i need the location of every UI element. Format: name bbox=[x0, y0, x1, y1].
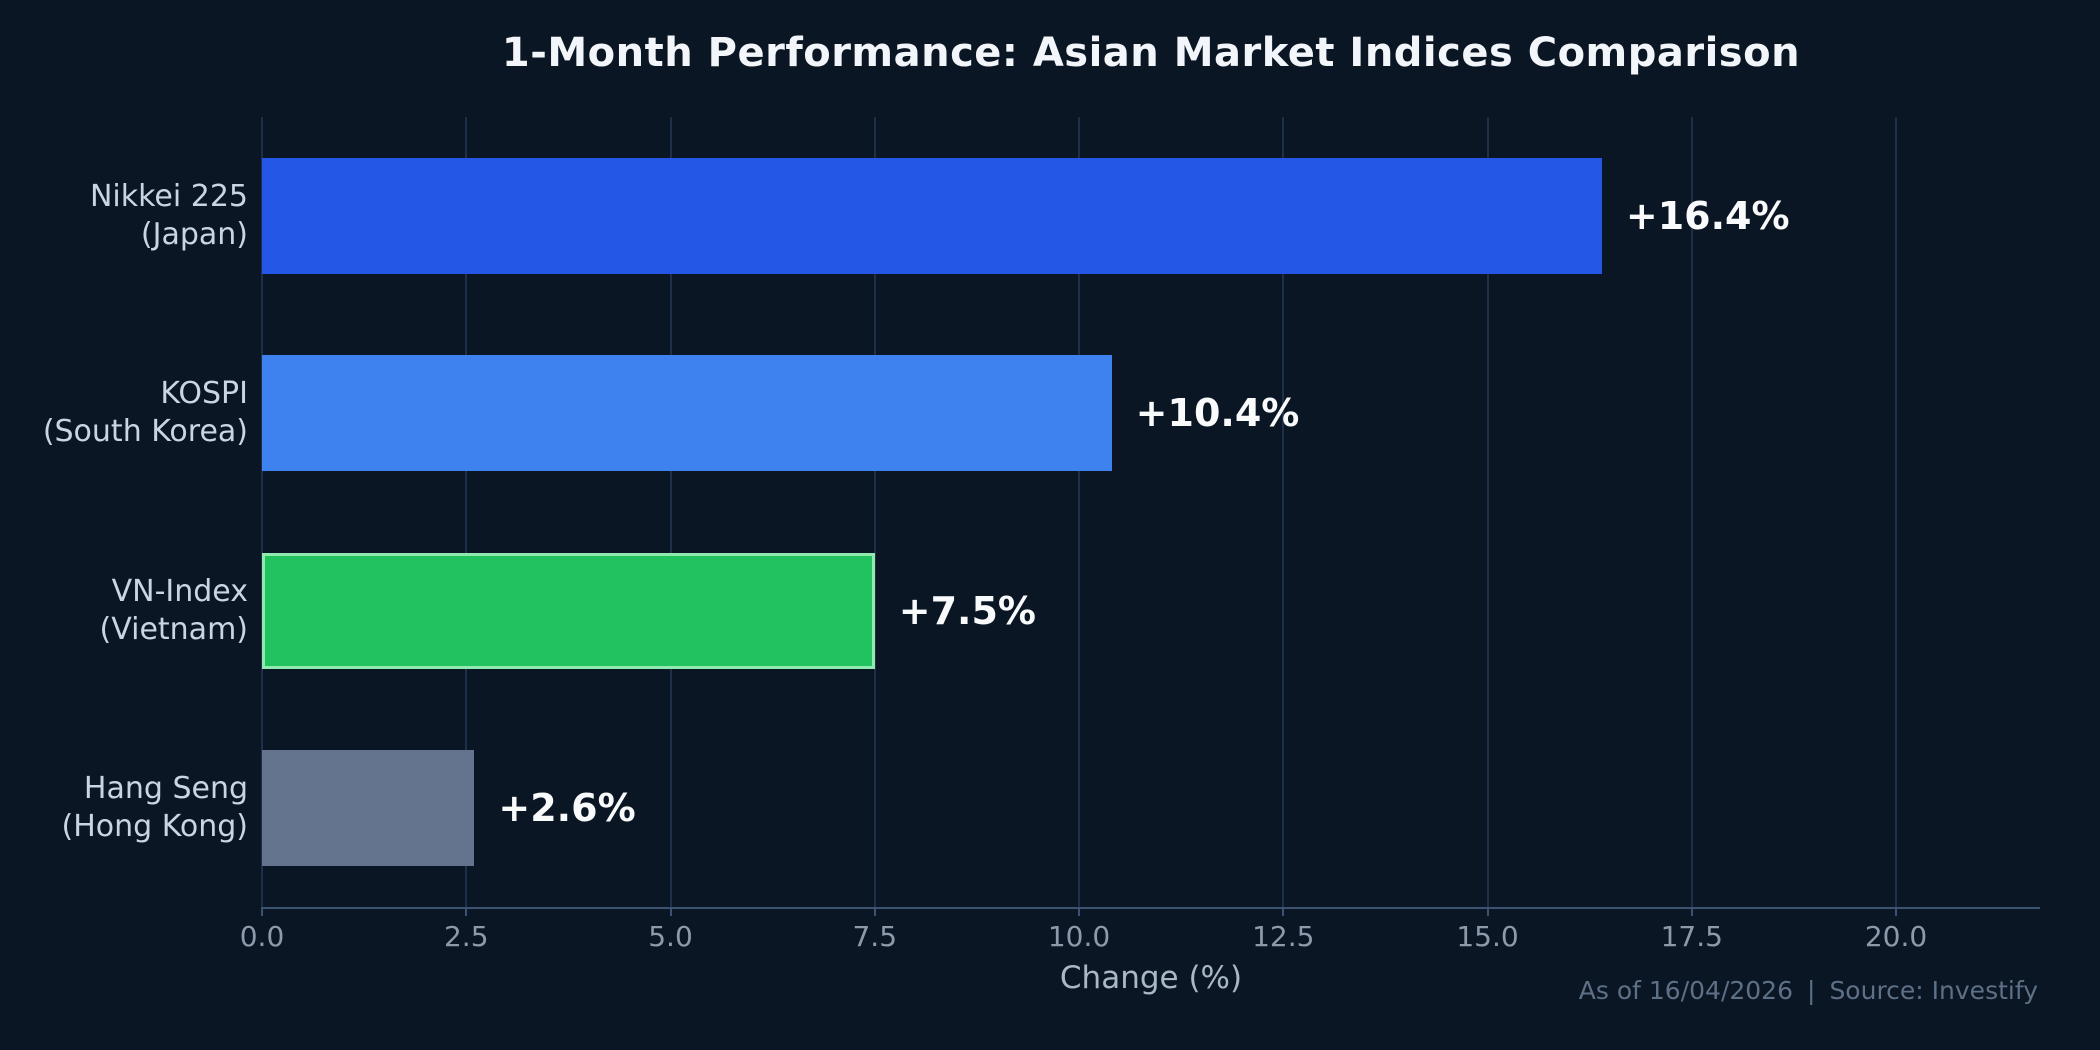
x-tick-mark bbox=[1690, 907, 1693, 916]
bar-row: +2.6% bbox=[262, 710, 2040, 908]
gridline bbox=[1690, 117, 1693, 907]
x-tick-label: 2.5 bbox=[443, 920, 489, 953]
category-label-line: Nikkei 225 bbox=[89, 178, 248, 214]
category-label: VN-Index (Vietnam) bbox=[0, 573, 248, 649]
x-tick-mark bbox=[465, 907, 468, 916]
bar-row: +16.4% bbox=[262, 117, 2040, 315]
x-tick-label: 5.0 bbox=[648, 920, 693, 953]
chart-title: 1-Month Performance: Asian Market Indice… bbox=[501, 30, 1801, 76]
bar-row: +10.4% bbox=[262, 315, 2040, 513]
as-of-date: As of 16/04/2026 bbox=[1578, 976, 1793, 1005]
x-tick-mark bbox=[1486, 907, 1489, 916]
gridline bbox=[669, 117, 672, 907]
gridline bbox=[873, 117, 876, 907]
category-label-line: (Vietnam) bbox=[99, 611, 248, 647]
category-label: Hang Seng (Hong Kong) bbox=[0, 770, 248, 846]
category-label-line: Hang Seng bbox=[83, 771, 248, 807]
x-tick-label: 17.5 bbox=[1660, 920, 1723, 953]
gridline bbox=[261, 117, 263, 907]
x-tick-mark bbox=[261, 907, 263, 916]
footer-note: As of 16/04/2026 | Source: Investify bbox=[1579, 976, 2038, 1005]
category-label-line: (South Korea) bbox=[42, 414, 248, 450]
bar-value-label: +10.4% bbox=[1135, 391, 1300, 436]
x-axis-title: Change (%) bbox=[1059, 960, 1243, 996]
category-label: KOSPI (South Korea) bbox=[0, 375, 248, 451]
gridline bbox=[1895, 117, 1897, 907]
bar-kospi bbox=[262, 355, 1112, 472]
x-tick-label: 0.0 bbox=[239, 920, 285, 953]
category-label: Nikkei 225 (Japan) bbox=[0, 178, 248, 254]
gridline bbox=[465, 117, 468, 907]
bar-nikkei-225 bbox=[262, 157, 1602, 274]
gridline bbox=[1282, 117, 1285, 907]
bar-value-label: +7.5% bbox=[898, 588, 1036, 633]
bar-value-label: +16.4% bbox=[1625, 193, 1790, 238]
x-tick-label: 10.0 bbox=[1047, 920, 1111, 953]
x-tick-label: 7.5 bbox=[852, 920, 898, 953]
bar-vn-index bbox=[262, 552, 875, 669]
gridline bbox=[1078, 117, 1080, 907]
bar-row: +7.5% bbox=[262, 512, 2040, 710]
x-axis-line bbox=[262, 907, 2040, 909]
source-credit: Source: Investify bbox=[1829, 976, 2038, 1005]
category-label-line: VN-Index bbox=[111, 573, 248, 609]
x-tick-mark bbox=[669, 907, 672, 916]
x-tick-label: 15.0 bbox=[1456, 920, 1519, 953]
x-tick-mark bbox=[1282, 907, 1285, 916]
category-label-line: (Hong Kong) bbox=[61, 809, 248, 845]
plot-area: +16.4% +10.4% +7.5% +2.6% bbox=[261, 117, 2040, 909]
x-tick-mark bbox=[1895, 907, 1897, 916]
bar-hang-seng bbox=[262, 750, 475, 867]
x-tick-label: 12.5 bbox=[1252, 920, 1315, 953]
x-tick-mark bbox=[1078, 907, 1080, 916]
category-label-line: KOSPI bbox=[160, 376, 248, 412]
bar-value-label: +2.6% bbox=[498, 786, 636, 831]
x-tick-label: 20.0 bbox=[1864, 920, 1928, 953]
category-label-line: (Japan) bbox=[140, 216, 248, 252]
x-tick-mark bbox=[873, 907, 876, 916]
footer-separator: | bbox=[1807, 976, 1816, 1005]
gridline bbox=[1486, 117, 1489, 907]
